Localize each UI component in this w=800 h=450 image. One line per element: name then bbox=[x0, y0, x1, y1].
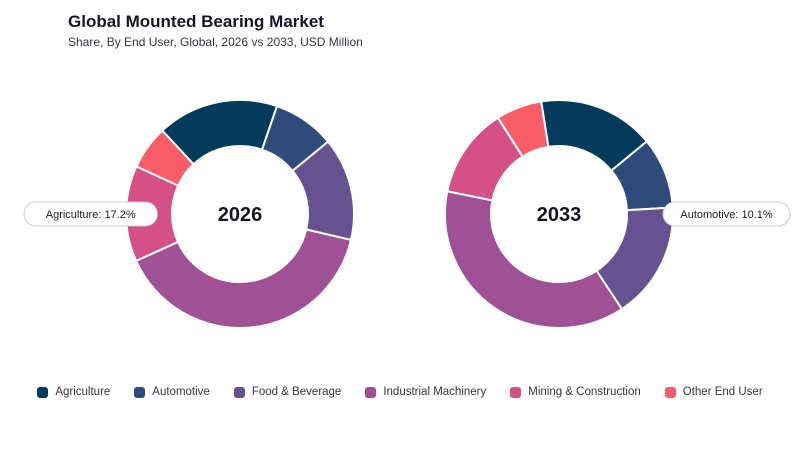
callout-badge bbox=[23, 201, 158, 227]
legend-swatch bbox=[37, 386, 49, 398]
center-label-2026: 2026 bbox=[218, 204, 263, 226]
callout-text: Automotive: 10.1% bbox=[680, 209, 773, 221]
slice-2033-other-end-user[interactable] bbox=[496, 100, 550, 158]
callout-badge bbox=[662, 201, 791, 227]
legend-item-agriculture[interactable]: Agriculture bbox=[37, 386, 110, 398]
legend-label: Mining & Construction bbox=[528, 386, 641, 398]
chart-subtitle: Share, By End User, Global, 2026 vs 2033… bbox=[68, 35, 363, 49]
legend-swatch bbox=[664, 386, 676, 398]
center-label-2033: 2033 bbox=[537, 204, 582, 226]
callout-text: Agriculture: 17.2% bbox=[46, 209, 136, 221]
legend-label: Agriculture bbox=[55, 386, 111, 398]
legend-item-food-beverage[interactable]: Food & Beverage bbox=[233, 386, 342, 398]
legend-item-industrial-machinery[interactable]: Industrial Machinery bbox=[365, 386, 486, 398]
legend-item-automotive[interactable]: Automotive bbox=[134, 386, 210, 398]
legend-item-mining-construction[interactable]: Mining & Construction bbox=[510, 386, 641, 398]
legend-label: Industrial Machinery bbox=[383, 386, 487, 398]
slice-2033-industrial-machinery[interactable] bbox=[444, 190, 624, 329]
legend-item-other-end-user[interactable]: Other End User bbox=[664, 386, 763, 398]
legend-swatch bbox=[365, 386, 377, 398]
legend-label: Other End User bbox=[682, 386, 763, 398]
legend-swatch bbox=[134, 386, 146, 398]
legend: Agriculture Automotive Food & Beverage I… bbox=[0, 386, 800, 398]
legend-label: Automotive bbox=[152, 386, 210, 398]
chart-title: Global Mounted Bearing Market bbox=[68, 12, 324, 31]
legend-swatch bbox=[233, 386, 245, 398]
slice-2026-industrial-machinery[interactable] bbox=[134, 228, 353, 329]
legend-swatch bbox=[510, 386, 522, 398]
slice-2026-other-end-user[interactable] bbox=[135, 129, 196, 187]
legend-label: Food & Beverage bbox=[251, 386, 342, 398]
